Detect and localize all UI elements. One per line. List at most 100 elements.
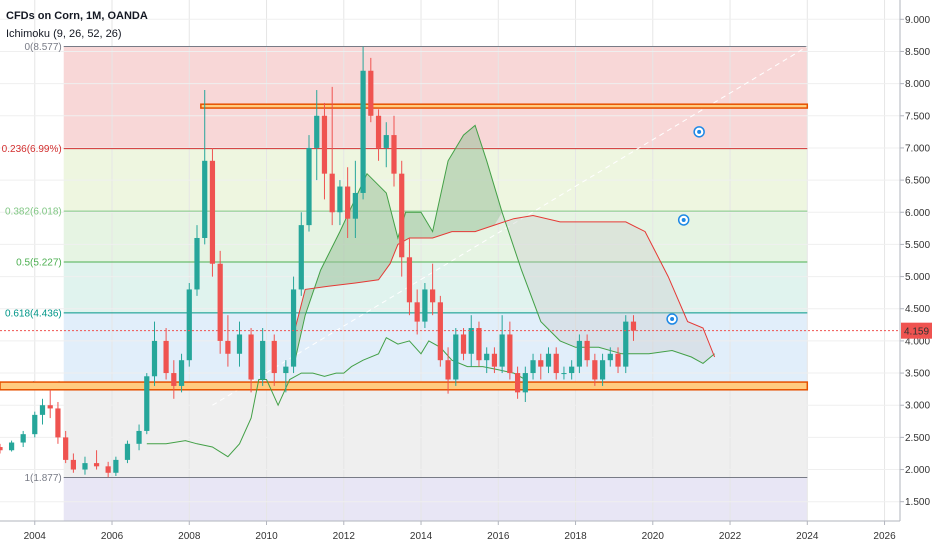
- candle-body: [306, 147, 312, 226]
- x-tick-label: 2008: [178, 531, 201, 542]
- grid: [0, 0, 900, 521]
- candle-body: [321, 115, 328, 174]
- indicator-label: Ichimoku (9, 26, 52, 26): [6, 28, 122, 40]
- candle-body: [468, 328, 474, 354]
- candle-body: [368, 70, 374, 116]
- y-tick-label: 2.000: [905, 465, 930, 476]
- fib-level-label: 0.236(6.99%): [2, 144, 62, 155]
- candle-body: [491, 353, 498, 367]
- candle-body: [599, 360, 606, 380]
- x-tick-label: 2026: [873, 531, 896, 542]
- horizontal-band: [200, 103, 809, 109]
- candle-body: [283, 366, 289, 374]
- eye-icon-pupil: [670, 317, 675, 322]
- candle-body: [225, 340, 231, 354]
- candle-body: [615, 353, 621, 367]
- candle-body: [422, 289, 428, 322]
- lagging-span-line: [146, 337, 526, 458]
- candle-body: [0, 447, 3, 451]
- cloud-span-b-line: [293, 214, 716, 358]
- candle-body: [375, 115, 382, 148]
- candle-body: [47, 405, 53, 409]
- fib-level-label: 0.618(4.436): [5, 308, 62, 319]
- y-axis-background: [901, 0, 932, 521]
- horizontal-bands: [0, 103, 809, 391]
- candle-body: [360, 70, 366, 193]
- candle-body: [453, 334, 459, 380]
- cloud-fill: [293, 125, 715, 367]
- candle-body: [561, 373, 567, 375]
- candle-body: [248, 334, 254, 380]
- candle-body: [55, 408, 61, 438]
- ichimoku-lagging-span: [146, 337, 526, 458]
- fib-zone: [63, 477, 808, 521]
- y-tick-label: 8.000: [905, 79, 930, 90]
- candle-body: [70, 459, 76, 470]
- candle-body: [437, 302, 443, 361]
- candle-body: [406, 257, 413, 303]
- candle-body: [538, 360, 544, 367]
- candle-body: [391, 135, 397, 174]
- candle-body: [630, 321, 637, 331]
- candle-body: [217, 263, 223, 341]
- y-tick-label: 4.500: [905, 304, 930, 315]
- x-tick-label: 2022: [719, 531, 742, 542]
- candle-body: [298, 225, 304, 290]
- candle-body: [271, 340, 277, 374]
- candle-body: [514, 373, 521, 393]
- candle-body: [345, 186, 351, 219]
- candle-body: [460, 334, 467, 354]
- candle-body: [20, 434, 26, 443]
- y-tick-label: 2.500: [905, 433, 930, 444]
- candle-body: [507, 334, 513, 374]
- fib-zone: [63, 385, 808, 478]
- last-price-badge: [901, 322, 932, 339]
- y-tick-label: 7.000: [905, 143, 930, 154]
- x-tick-label: 2018: [564, 531, 587, 542]
- candle-body: [63, 437, 69, 460]
- candle-body: [202, 160, 208, 238]
- x-tick-label: 2014: [410, 531, 433, 542]
- horizontal-band: [0, 381, 809, 391]
- candle-body: [337, 186, 343, 213]
- candle-body: [82, 463, 88, 470]
- candle-body: [124, 443, 131, 460]
- fib-zones: [63, 46, 808, 521]
- y-tick-label: 5.000: [905, 272, 930, 283]
- fib-level-label: 0(8.577): [24, 42, 61, 53]
- last-price-label: 4.159: [904, 327, 929, 338]
- x-tick-label: 2010: [255, 531, 278, 542]
- x-tick-label: 2012: [333, 531, 356, 542]
- candle-body: [314, 115, 320, 148]
- markers: [666, 126, 705, 325]
- candle-body: [607, 353, 613, 361]
- cloud-fill-bullish: [293, 125, 503, 367]
- y-tick-label: 1.500: [905, 497, 930, 508]
- candle-body: [144, 376, 150, 431]
- candles: [0, 46, 900, 478]
- eye-icon-pupil: [697, 129, 702, 134]
- y-tick-label: 9.000: [905, 15, 930, 26]
- candle-body: [290, 289, 297, 367]
- y-tick-label: 7.500: [905, 111, 930, 122]
- candle-body: [553, 353, 559, 374]
- y-tick-label: 4.000: [905, 336, 930, 347]
- candle-body: [383, 135, 389, 148]
- y-tick-label: 6.000: [905, 208, 930, 219]
- candle-body: [8, 442, 15, 451]
- y-tick-label: 5.500: [905, 240, 930, 251]
- candle-body: [499, 334, 505, 367]
- title-block: CFDs on Corn, 1M, OANDA Ichimoku (9, 26,…: [6, 10, 148, 40]
- eye-icon-pupil: [681, 217, 686, 222]
- candle-body: [476, 328, 482, 361]
- y-tick-label: 3.000: [905, 401, 930, 412]
- candle-body: [430, 289, 436, 303]
- x-tick-label: 2024: [796, 531, 819, 542]
- fib-level-label: 1(1.877): [24, 473, 61, 484]
- x-tick-label: 2006: [101, 531, 124, 542]
- candle-body: [414, 302, 420, 322]
- fib-zone: [63, 261, 808, 313]
